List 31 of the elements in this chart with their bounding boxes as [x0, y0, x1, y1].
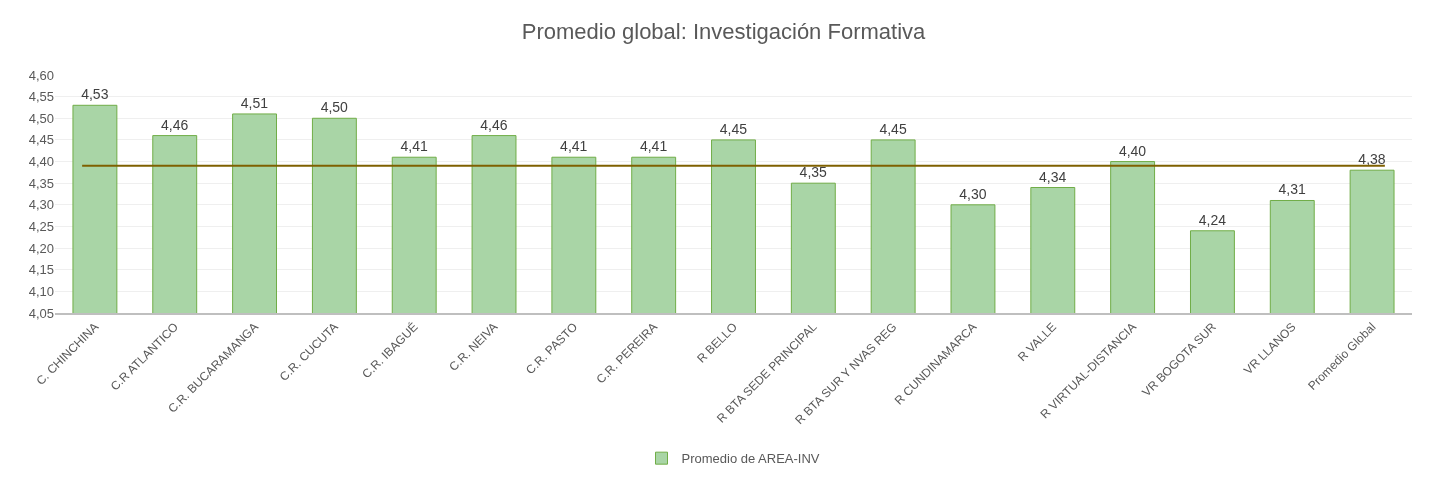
data-label: 4,30 [959, 185, 987, 202]
data-label: 4,41 [639, 138, 668, 155]
data-label: 4,34 [1039, 168, 1067, 185]
data-label: 4,24 [1198, 211, 1227, 228]
y-tick-label: 4,35 [28, 175, 54, 191]
y-tick-label: 4,40 [28, 154, 54, 170]
y-tick-label: 4,55 [28, 89, 54, 105]
data-label: 4,40 [1118, 142, 1147, 159]
data-label: 4,51 [240, 94, 269, 111]
data-label: 4,46 [161, 116, 189, 133]
y-tick-label: 4,45 [28, 132, 54, 148]
data-label: 4,35 [799, 164, 828, 181]
data-label: 4,50 [320, 99, 349, 116]
data-label: 4,46 [480, 116, 508, 133]
data-label: 4,45 [879, 120, 907, 137]
y-tick-label: 4,25 [28, 219, 54, 234]
y-tick-label: 4,50 [28, 110, 54, 126]
y-tick-label: 4,10 [28, 283, 54, 299]
y-tick-label: 4,05 [28, 305, 54, 321]
data-label: 4,31 [1278, 181, 1306, 198]
y-tick-label: 4,15 [28, 262, 54, 278]
data-label: 4,53 [81, 86, 109, 103]
y-tick-label: 4,30 [28, 197, 54, 213]
data-label: 4,41 [400, 138, 428, 155]
data-label: 4,41 [560, 138, 588, 155]
y-tick-label: 4,60 [28, 67, 54, 83]
chart-title: Promedio global: Investigación Formativa [521, 19, 927, 45]
data-label: 4,38 [1358, 151, 1386, 168]
data-label: 4,45 [719, 120, 748, 137]
legend-label: Promedio de AREA-INV [681, 451, 820, 467]
y-tick-label: 4,20 [28, 240, 54, 256]
